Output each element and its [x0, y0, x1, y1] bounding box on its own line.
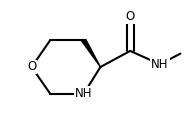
Text: NH: NH: [75, 87, 92, 100]
Polygon shape: [82, 40, 100, 67]
Text: O: O: [126, 10, 135, 23]
Text: O: O: [27, 60, 36, 74]
Text: NH: NH: [151, 58, 169, 71]
